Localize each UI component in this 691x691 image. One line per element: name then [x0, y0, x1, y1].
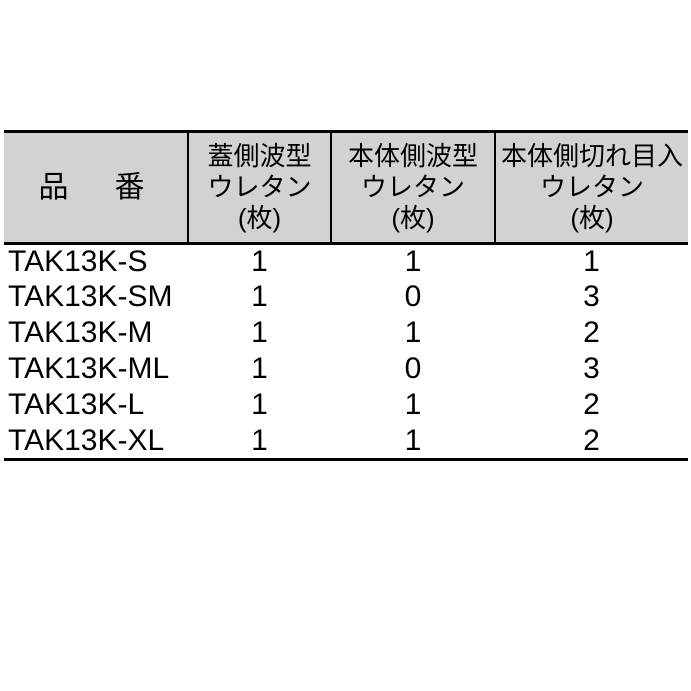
table-row: TAK13K-M 1 1 2	[4, 316, 688, 352]
table-header-row: 品 番 蓋側波型 ウレタン (枚) 本体側波型 ウレタン (枚) 本体側切れ目入…	[4, 132, 688, 244]
col-header-futa-line1: 蓋側波型	[207, 141, 311, 171]
cell-c: 3	[495, 352, 688, 388]
cell-b: 0	[331, 280, 495, 316]
cell-a: 1	[188, 244, 331, 280]
table-row: TAK13K-ML 1 0 3	[4, 352, 688, 388]
table-row: TAK13K-L 1 1 2	[4, 388, 688, 424]
cell-b: 1	[331, 244, 495, 280]
col-header-hinban: 品 番	[4, 132, 188, 244]
col-header-hontai-nami-line1: 本体側波型	[348, 141, 478, 171]
cell-b: 1	[331, 316, 495, 352]
table-wrapper: 品 番 蓋側波型 ウレタン (枚) 本体側波型 ウレタン (枚) 本体側切れ目入…	[0, 0, 691, 461]
cell-a: 1	[188, 316, 331, 352]
table-row: TAK13K-XL 1 1 2	[4, 424, 688, 460]
table-body: TAK13K-S 1 1 1 TAK13K-SM 1 0 3 TAK13K-M …	[4, 244, 688, 460]
cell-b: 1	[331, 424, 495, 460]
table-row: TAK13K-S 1 1 1	[4, 244, 688, 280]
col-header-futa-line2: ウレタン	[207, 172, 311, 202]
cell-c: 2	[495, 316, 688, 352]
col-header-hontai-kire: 本体側切れ目入 ウレタン (枚)	[495, 132, 688, 244]
cell-code: TAK13K-S	[4, 244, 188, 280]
col-header-hontai-kire-line3: (枚)	[570, 203, 613, 233]
cell-code: TAK13K-XL	[4, 424, 188, 460]
cell-c: 3	[495, 280, 688, 316]
cell-c: 1	[495, 244, 688, 280]
col-header-hontai-nami-line3: (枚)	[391, 203, 434, 233]
spec-table: 品 番 蓋側波型 ウレタン (枚) 本体側波型 ウレタン (枚) 本体側切れ目入…	[4, 130, 688, 461]
cell-a: 1	[188, 424, 331, 460]
cell-c: 2	[495, 424, 688, 460]
col-header-hontai-kire-line2: ウレタン	[540, 172, 644, 202]
col-header-futa-line3: (枚)	[238, 203, 281, 233]
col-header-hontai-nami: 本体側波型 ウレタン (枚)	[331, 132, 495, 244]
cell-c: 2	[495, 388, 688, 424]
cell-a: 1	[188, 280, 331, 316]
cell-b: 0	[331, 352, 495, 388]
col-header-hontai-kire-line1: 本体側切れ目入	[501, 141, 683, 171]
cell-code: TAK13K-ML	[4, 352, 188, 388]
cell-b: 1	[331, 388, 495, 424]
cell-a: 1	[188, 352, 331, 388]
col-header-hinban-label: 品 番	[39, 171, 153, 204]
cell-code: TAK13K-SM	[4, 280, 188, 316]
cell-code: TAK13K-M	[4, 316, 188, 352]
cell-code: TAK13K-L	[4, 388, 188, 424]
cell-a: 1	[188, 388, 331, 424]
col-header-futa: 蓋側波型 ウレタン (枚)	[188, 132, 331, 244]
table-row: TAK13K-SM 1 0 3	[4, 280, 688, 316]
col-header-hontai-nami-line2: ウレタン	[361, 172, 465, 202]
